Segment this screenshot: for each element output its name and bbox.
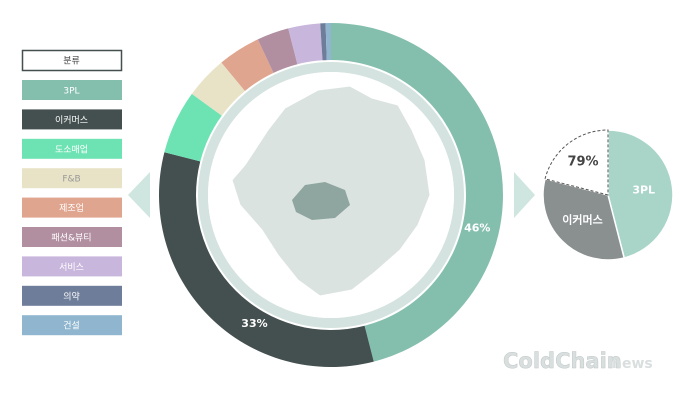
watermark-brand: ColdChain — [503, 349, 622, 373]
right-arrow — [514, 172, 535, 218]
left-arrow — [128, 172, 150, 218]
watermark-suffix: news — [612, 356, 653, 372]
legend-header-box — [21, 49, 123, 72]
map-seoul — [292, 182, 350, 220]
donut-slice — [164, 93, 222, 162]
pie-slice — [607, 129, 674, 259]
legend-swatch — [22, 256, 122, 277]
legend-swatch — [22, 315, 122, 336]
legend-swatch — [22, 285, 122, 306]
legend-label: 제조업 — [59, 203, 84, 214]
pie-chart: 3PL 이커머스 79% — [542, 129, 674, 261]
legend-label: 도소매업 — [55, 144, 88, 155]
legend-swatch — [22, 168, 122, 189]
donut-label: 33% — [241, 317, 267, 330]
inner-ring — [198, 62, 464, 328]
legend-label: 서비스 — [59, 262, 84, 273]
donut-slice — [320, 23, 327, 61]
legend-swatch — [22, 197, 122, 218]
donut-slice — [191, 62, 245, 116]
donut-slice — [257, 28, 298, 73]
pie-label: 3PL — [632, 183, 655, 196]
pie-slice — [544, 129, 609, 196]
legend-swatch — [22, 80, 122, 100]
legend-label: 패션&뷰티 — [51, 233, 91, 244]
legend-swatch — [22, 227, 122, 247]
legend-label: 3PL — [63, 87, 79, 97]
legend-swatch — [22, 138, 122, 159]
pie-annotation: 79% — [567, 155, 598, 170]
donut-slice — [158, 152, 374, 367]
legend-label: 건설 — [63, 321, 80, 332]
legend-label: F&B — [62, 175, 80, 185]
donut-slice — [221, 39, 274, 91]
donut-slice — [331, 23, 504, 362]
pie-slice — [542, 177, 626, 261]
donut-label: 46% — [464, 221, 490, 234]
legend-swatch — [22, 109, 122, 130]
legend-title: 분류 — [63, 56, 80, 67]
donut-slice — [288, 23, 323, 65]
legend-label: 이커머스 — [55, 115, 88, 126]
pie-label: 이커머스 — [562, 212, 602, 226]
donut-chart: 46% 33% — [158, 23, 504, 367]
donut-slice — [325, 23, 331, 61]
legend-label: 의약 — [63, 290, 80, 302]
